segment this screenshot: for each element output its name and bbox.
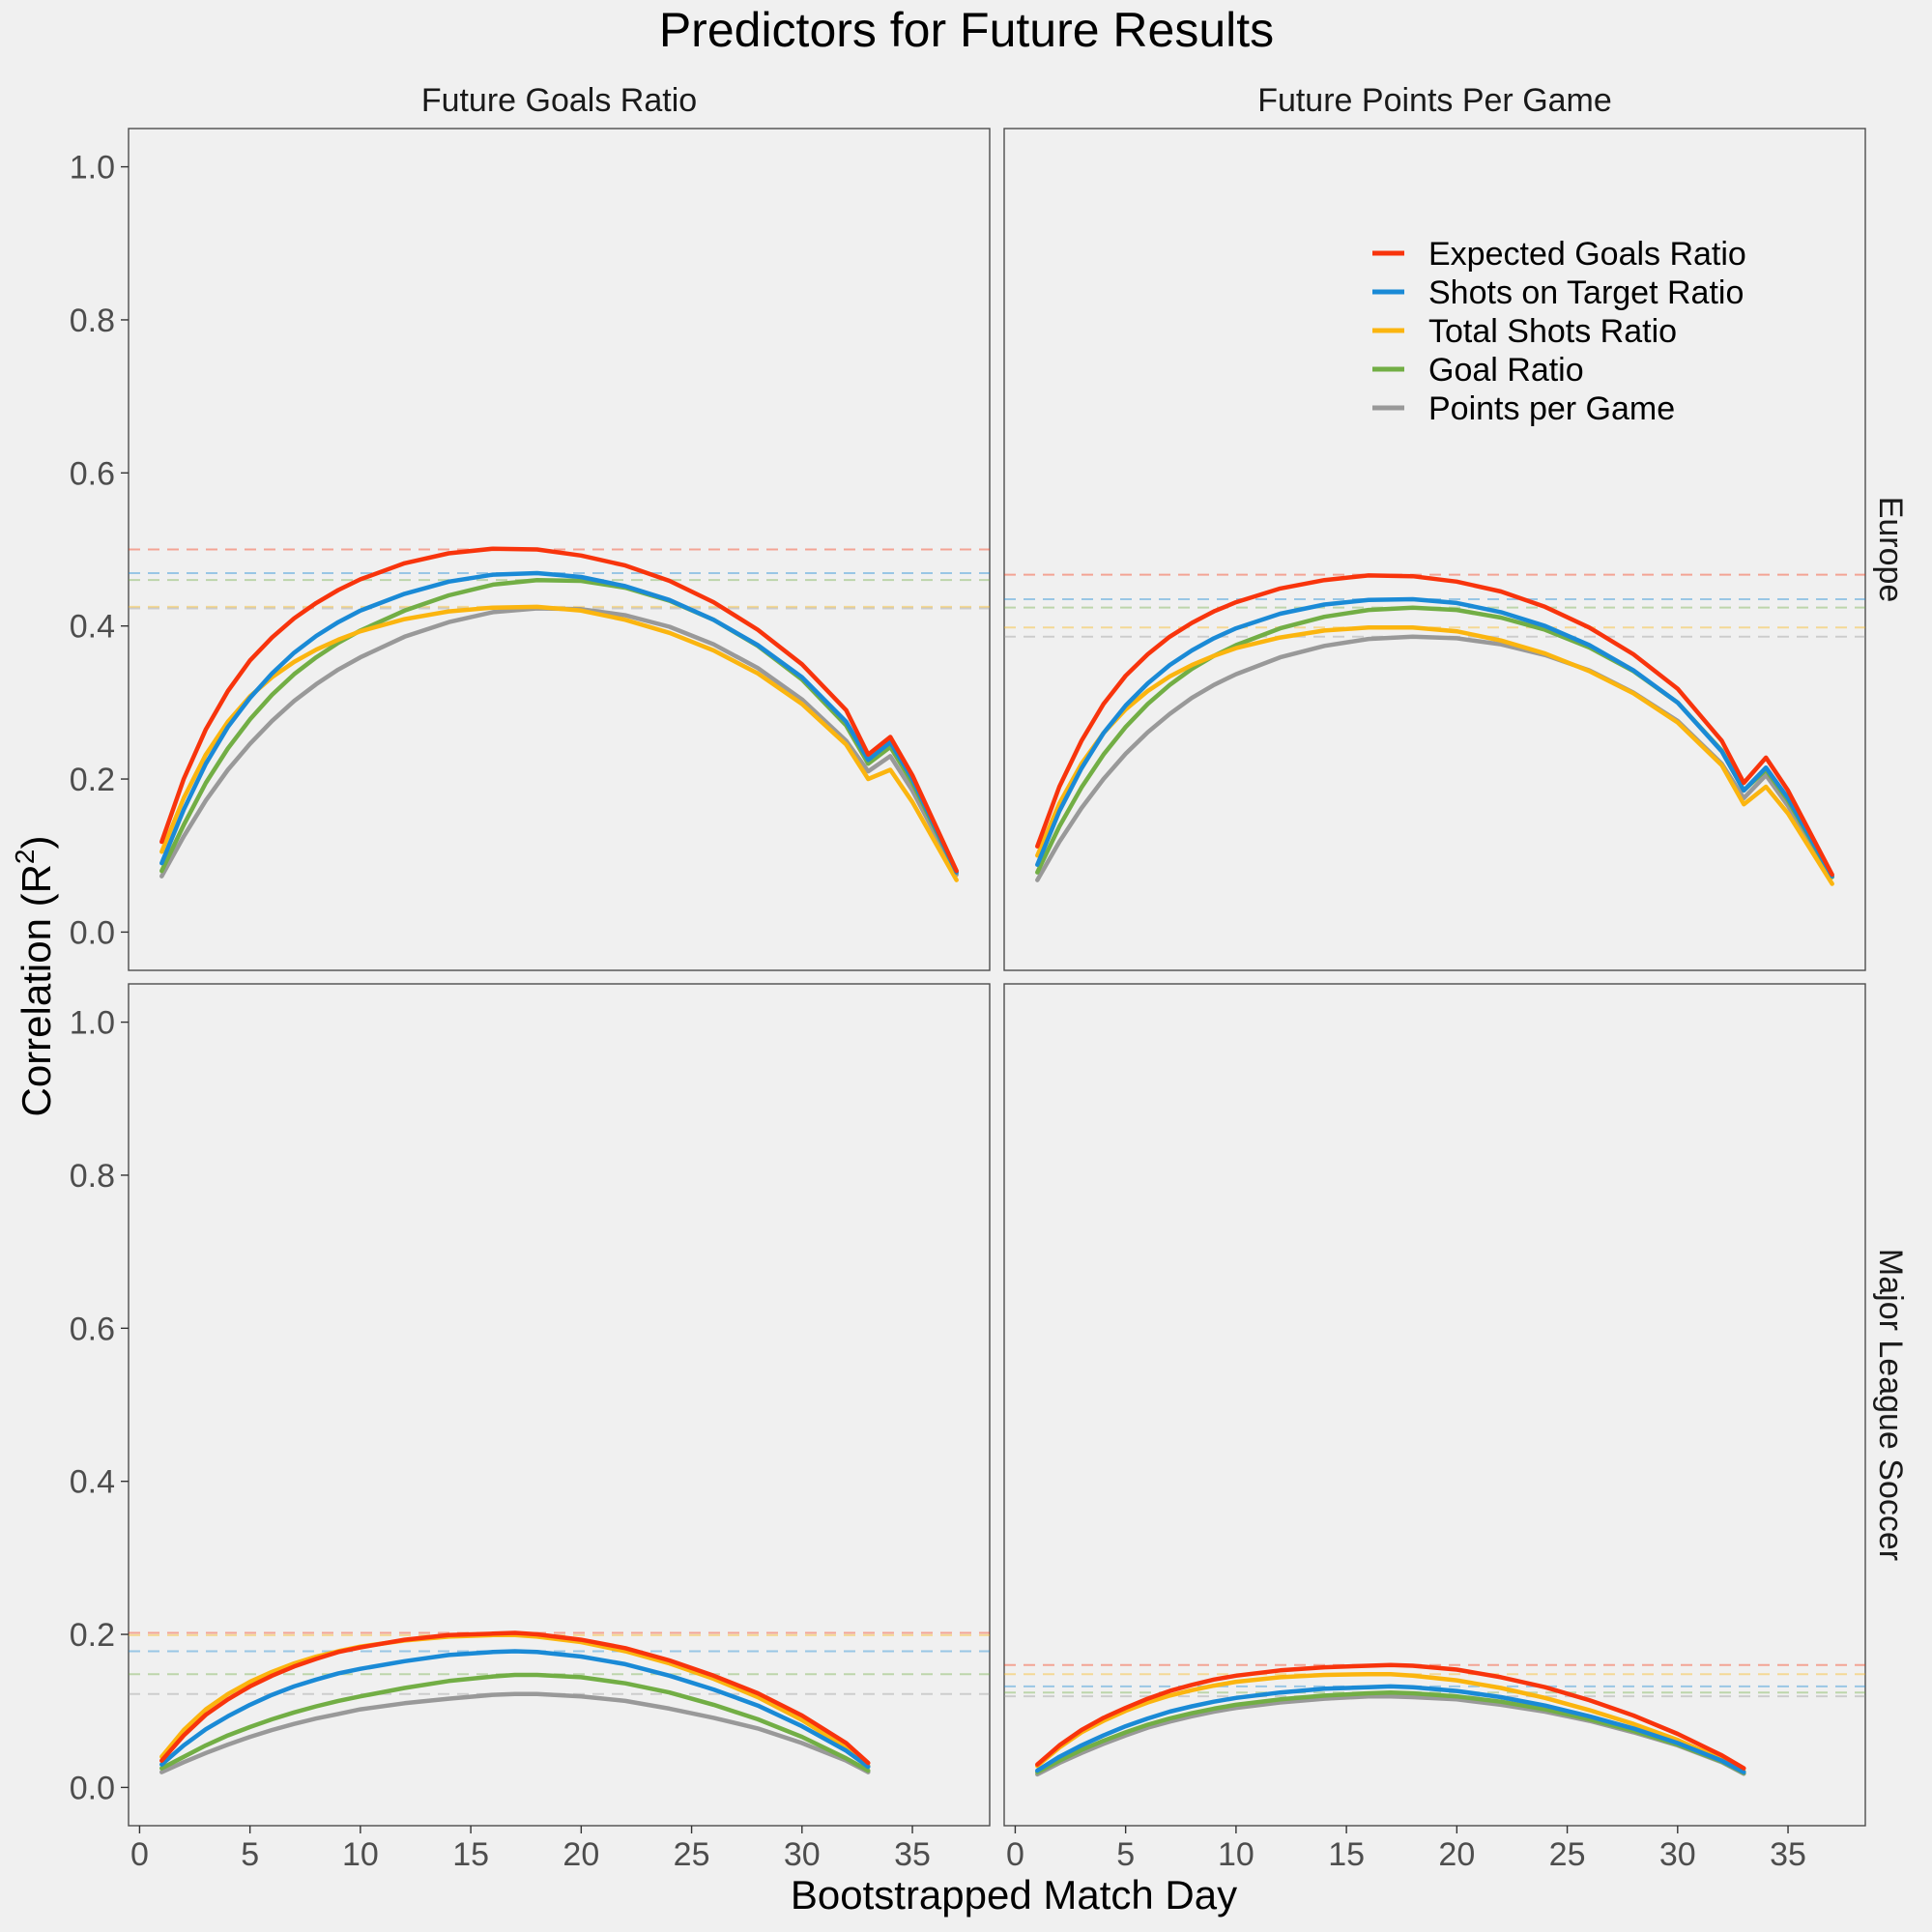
panel-border	[128, 128, 991, 971]
x-tick-label: 0	[1006, 1836, 1024, 1873]
facet-panel-major-league-soccer-future-goals-ratio: 0.0 0.2 0.4 0.6 0.8 1.0 0 5 10 15 20 25 30 35	[70, 983, 991, 1873]
panel-border	[128, 983, 991, 1827]
y-tick-label: 0.4	[70, 609, 115, 646]
x-axis-title: Bootstrapped Match Day	[791, 1872, 1237, 1918]
facet-panel-europe-future-goals-ratio: 0.0 0.2 0.4 0.6 0.8 1.0	[70, 128, 991, 971]
series-line-total-shots-ratio	[1035, 1671, 1746, 1774]
x-tick-label: 35	[1770, 1836, 1806, 1873]
x-tick-label: 20	[1438, 1836, 1475, 1873]
facet-panel-europe-future-points-per-game	[1003, 128, 1866, 971]
series-line-points-per-game	[159, 606, 959, 879]
x-tick-label: 20	[562, 1836, 599, 1873]
series-line-shots-on-target-ratio	[159, 570, 959, 875]
legend-label-goal-ratio: Goal Ratio	[1428, 352, 1584, 389]
panel-border	[1003, 128, 1866, 971]
x-tick-label: 30	[784, 1836, 821, 1873]
y-tick-label: 0.2	[70, 1617, 115, 1654]
x-tick-label: 10	[1218, 1836, 1254, 1873]
x-tick-label: 25	[674, 1836, 710, 1873]
series-line-expected-goals-ratio	[1035, 1662, 1746, 1771]
facet-row-label-group: Major League Soccer	[1872, 1249, 1909, 1561]
y-tick-label: 0.8	[70, 303, 115, 339]
series-line-expected-goals-ratio	[159, 1630, 871, 1766]
facet-column-label: Future Goals Ratio	[421, 82, 697, 119]
facet-row-label: Europe	[1872, 497, 1909, 603]
x-tick-label: 5	[241, 1836, 259, 1873]
series-line-shots-on-target-ratio	[1035, 596, 1834, 879]
series-line-points-per-game	[159, 1691, 871, 1774]
y-tick-label: 0.8	[70, 1158, 115, 1195]
x-tick-label: 5	[1116, 1836, 1135, 1873]
y-tick-label: 0.4	[70, 1464, 115, 1501]
x-tick-label: 35	[894, 1836, 931, 1873]
y-tick-label: 1.0	[70, 1005, 115, 1042]
facet-column-label: Future Points Per Game	[1257, 82, 1612, 119]
y-tick-label: 0.6	[70, 1311, 115, 1347]
x-tick-label: 15	[452, 1836, 489, 1873]
series-line-expected-goals-ratio	[1035, 573, 1834, 878]
x-tick-label: 0	[130, 1836, 149, 1873]
x-tick-label: 30	[1659, 1836, 1696, 1873]
legend-label-shots-on-target-ratio: Shots on Target Ratio	[1428, 274, 1744, 311]
series-line-shots-on-target-ratio	[159, 1649, 871, 1770]
facet-row-label-group: Europe	[1872, 497, 1909, 603]
x-tick-label: 25	[1549, 1836, 1586, 1873]
series-line-total-shots-ratio	[1035, 625, 1834, 886]
legend-label-total-shots-ratio: Total Shots Ratio	[1428, 313, 1677, 350]
facet-grid: Future Goals Ratio Future Points Per Game…	[70, 82, 1909, 1873]
facet-panel-major-league-soccer-future-points-per-game: 0 5 10 15 20 25 30 35	[1003, 983, 1866, 1873]
series-line-expected-goals-ratio	[159, 546, 959, 874]
y-tick-label: 0.6	[70, 455, 115, 492]
x-tick-label: 10	[342, 1836, 379, 1873]
y-axis-title-sup: 2	[10, 850, 40, 865]
legend-label-expected-goals-ratio: Expected Goals Ratio	[1428, 236, 1746, 273]
y-tick-label: 0.2	[70, 762, 115, 798]
legend-label-points-per-game: Points per Game	[1428, 390, 1675, 427]
y-tick-label: 0.0	[70, 1770, 115, 1806]
series-line-goal-ratio	[159, 1672, 871, 1773]
y-axis-title-main: Correlation (R	[14, 864, 59, 1116]
y-tick-label: 0.0	[70, 914, 115, 951]
series-line-goal-ratio	[1035, 1689, 1746, 1775]
chart-title: Predictors for Future Results	[659, 3, 1274, 57]
series-line-shots-on-target-ratio	[1035, 1684, 1746, 1774]
facet-row-label: Major League Soccer	[1872, 1249, 1909, 1561]
y-tick-label: 1.0	[70, 150, 115, 187]
panel-border	[1003, 983, 1866, 1827]
x-tick-label: 15	[1328, 1836, 1365, 1873]
y-axis-title-group: Correlation (R2)	[10, 836, 59, 1117]
y-axis-title-end: )	[14, 836, 59, 850]
y-axis-title: Correlation (R2)	[10, 836, 59, 1117]
